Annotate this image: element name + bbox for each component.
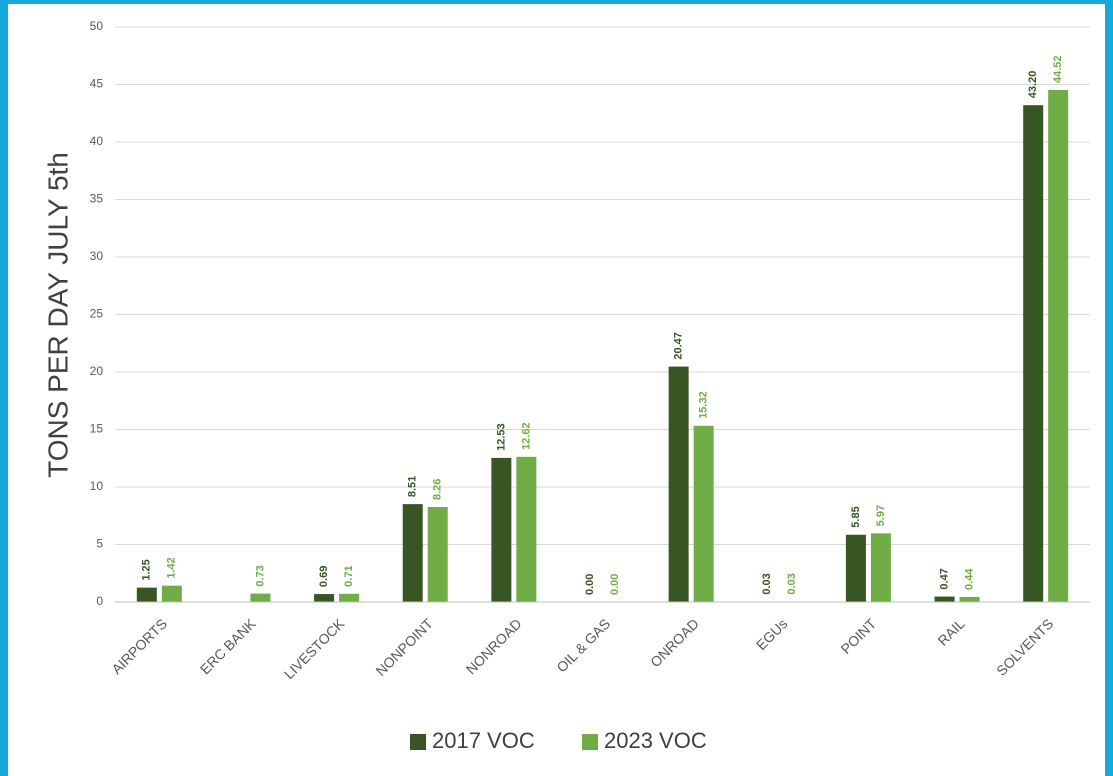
bar [1023,105,1044,602]
legend-label: 2023 VOC [604,728,707,753]
chart-background [8,4,1105,776]
value-label: 20.47 [673,332,685,360]
bar [516,456,537,602]
value-label: 0.73 [254,565,266,586]
value-label: 5.85 [850,506,862,527]
value-label: 0.47 [938,568,950,589]
legend-label: 2017 VOC [432,728,535,753]
bar [427,507,448,602]
bar [668,366,689,602]
bar [693,425,714,602]
y-tick-label: 40 [90,134,104,148]
value-label: 0.69 [318,566,330,587]
value-label: 0.00 [609,574,621,595]
value-label: 1.25 [141,559,153,580]
y-tick-label: 5 [96,537,103,551]
y-tick-label: 15 [90,422,104,436]
value-label: 15.32 [698,391,710,419]
value-label: 0.71 [343,565,355,586]
value-label: 43.20 [1027,71,1039,99]
value-label: 1.42 [166,557,178,578]
y-axis-label: TONS PER DAY JULY 5th [42,152,73,478]
bar [339,593,360,602]
y-tick-label: 35 [90,192,104,206]
value-label: 8.26 [432,479,444,500]
legend-swatch [410,734,426,750]
value-label: 0.44 [963,568,975,590]
value-label: 44.52 [1052,55,1064,83]
value-label: 0.00 [584,574,596,595]
value-label: 5.97 [875,505,887,526]
value-label: 8.51 [407,476,419,497]
y-tick-label: 20 [90,364,104,378]
bar [136,587,157,602]
y-tick-label: 10 [90,479,104,493]
bar [314,594,335,602]
y-tick-label: 50 [90,19,104,33]
bar [1048,90,1069,603]
value-label: 12.62 [520,422,532,450]
bar [402,504,423,602]
value-label: 12.53 [495,423,507,451]
bar [161,585,182,602]
bar [845,534,866,602]
value-label: 0.03 [761,573,773,594]
legend-swatch [582,734,598,750]
bar [870,533,891,602]
bar [250,593,271,602]
y-tick-label: 45 [90,77,104,91]
y-tick-label: 30 [90,249,104,263]
bar [491,457,512,602]
y-tick-label: 0 [96,594,103,608]
bar [934,596,955,602]
y-tick-label: 25 [90,307,104,321]
bar [959,596,980,602]
value-label: 0.03 [786,573,798,594]
